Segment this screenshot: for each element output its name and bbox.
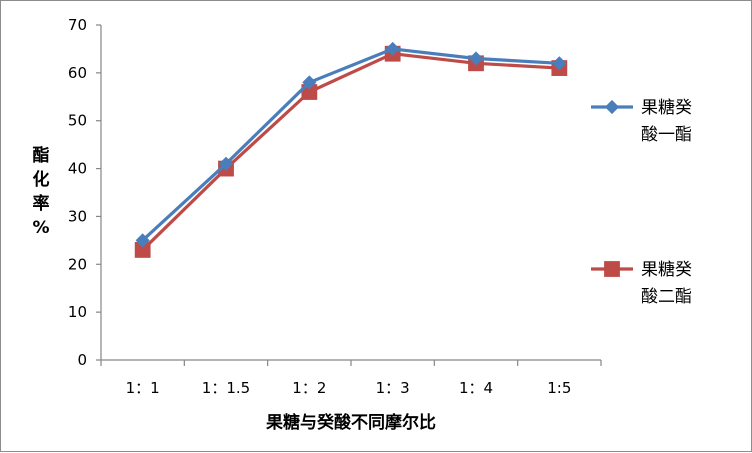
x-axis-ticks: 1：1 1：1.5 1：2 1：3 1：4 1:5 — [100, 360, 602, 397]
legend-marker — [604, 99, 620, 115]
series-1 — [135, 41, 567, 248]
x-tick-label: 1：3 — [376, 379, 410, 397]
legend-item-2: 果糖癸酸二酯 — [591, 260, 692, 307]
y-tick-label: 50 — [68, 112, 87, 130]
y-tick-label: 70 — [68, 16, 87, 34]
y-tick-label: 60 — [68, 64, 87, 82]
x-tick-label: 1：1 — [126, 379, 160, 397]
data-point — [135, 233, 150, 248]
x-tick-label: 1：4 — [459, 379, 493, 397]
x-tick-label: 1：2 — [292, 379, 326, 397]
data-point — [218, 156, 234, 171]
y-axis-ticks: 0 10 20 30 40 50 60 70 — [68, 16, 101, 369]
series-layer — [134, 41, 568, 258]
legend-label: 果糖癸酸二酯 — [641, 260, 692, 307]
series-line — [141, 47, 560, 242]
data-point — [385, 41, 400, 56]
data-point — [302, 75, 317, 90]
y-axis-title: 酯化率% — [32, 146, 49, 238]
x-axis-title: 果糖与癸酸不同摩尔比 — [266, 412, 436, 433]
y-tick-label: 30 — [68, 207, 87, 225]
y-tick-label: 0 — [77, 351, 87, 369]
x-tick-label: 1:5 — [547, 379, 571, 397]
legend-marker — [604, 261, 620, 277]
y-tick-label: 10 — [68, 303, 87, 321]
data-point — [468, 51, 484, 66]
y-tick-label: 20 — [68, 255, 87, 273]
series-line — [141, 52, 560, 252]
data-point — [552, 56, 567, 71]
legend-label: 果糖癸酸一酯 — [641, 98, 692, 145]
y-axis-title-text: 酯化率% — [32, 146, 49, 238]
y-tick-label: 40 — [68, 160, 87, 178]
legend-item-1: 果糖癸酸一酯 — [591, 98, 692, 145]
series-2 — [134, 45, 568, 258]
x-tick-label: 1：1.5 — [202, 379, 250, 397]
